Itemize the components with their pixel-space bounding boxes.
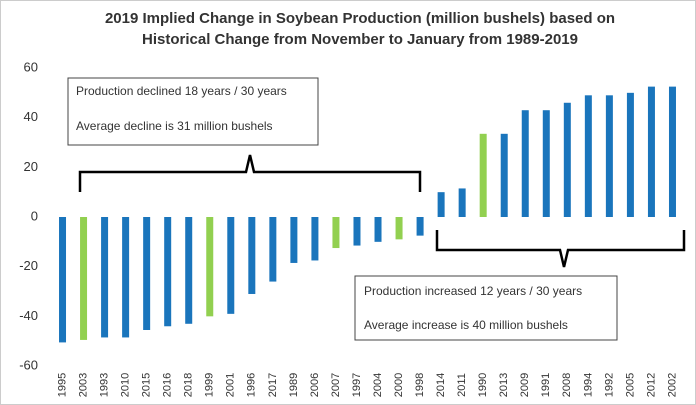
y-tick-label: 0 bbox=[31, 208, 38, 223]
x-tick-label: 2010 bbox=[120, 373, 132, 397]
bar bbox=[605, 95, 613, 217]
bar bbox=[101, 217, 109, 338]
x-tick-label: 1993 bbox=[98, 373, 110, 397]
x-tick-label: 2009 bbox=[519, 373, 531, 397]
x-tick-label: 1991 bbox=[540, 373, 552, 397]
bar bbox=[374, 217, 382, 242]
x-tick-label: 2003 bbox=[77, 373, 89, 397]
bar bbox=[353, 217, 361, 246]
x-tick-label: 2015 bbox=[141, 373, 153, 397]
x-tick-label: 1998 bbox=[414, 373, 426, 397]
annotation-box bbox=[67, 77, 319, 146]
annotation: Production increased 12 years / 30 years bbox=[364, 284, 582, 298]
y-tick-label: 40 bbox=[24, 109, 38, 124]
bar bbox=[584, 95, 592, 217]
bar bbox=[626, 92, 634, 217]
bar bbox=[59, 217, 67, 343]
x-tick-label: 1990 bbox=[477, 373, 489, 397]
x-tick-label: 2012 bbox=[645, 373, 657, 397]
y-tick-label: -60 bbox=[19, 357, 38, 372]
brace bbox=[435, 230, 686, 268]
bar bbox=[80, 217, 88, 340]
y-tick-label: -40 bbox=[19, 308, 38, 323]
x-tick-label: 2005 bbox=[624, 373, 636, 397]
bar bbox=[416, 217, 424, 236]
x-tick-label: 2004 bbox=[372, 373, 384, 397]
bar bbox=[521, 110, 529, 217]
annotation: Average decline is 31 million bushels bbox=[76, 119, 273, 133]
brace bbox=[78, 154, 422, 192]
bar bbox=[395, 217, 403, 240]
y-tick-label: 20 bbox=[24, 159, 38, 174]
x-tick-label: 1996 bbox=[246, 373, 258, 397]
bar bbox=[563, 102, 571, 217]
bar bbox=[227, 217, 235, 314]
x-tick-label: 1999 bbox=[204, 373, 216, 397]
y-tick-label: -20 bbox=[19, 258, 38, 273]
bar bbox=[647, 86, 655, 217]
chart-title: Historical Change from November to Janua… bbox=[142, 31, 578, 48]
x-tick-label: 2008 bbox=[561, 373, 573, 397]
bar bbox=[542, 110, 550, 217]
x-tick-label: 2000 bbox=[393, 373, 405, 397]
x-tick-label: 2002 bbox=[666, 373, 678, 397]
x-tick-label: 2007 bbox=[330, 373, 342, 397]
x-tick-label: 2017 bbox=[267, 373, 279, 397]
bar bbox=[206, 217, 214, 317]
x-tick-label: 2016 bbox=[162, 373, 174, 397]
x-tick-label: 1989 bbox=[288, 373, 300, 397]
bar bbox=[248, 217, 256, 294]
bar bbox=[290, 217, 298, 263]
x-tick-label: 2001 bbox=[225, 373, 237, 397]
y-tick-label: 60 bbox=[24, 59, 38, 74]
bar bbox=[500, 133, 508, 217]
bar bbox=[332, 217, 340, 249]
x-tick-label: 2013 bbox=[498, 373, 510, 397]
annotation: Production declined 18 years / 30 years bbox=[76, 84, 287, 98]
x-tick-label: 1992 bbox=[603, 373, 615, 397]
bar bbox=[164, 217, 172, 327]
bar bbox=[185, 217, 193, 324]
x-tick-label: 1997 bbox=[351, 373, 363, 397]
annotation: Average increase is 40 million bushels bbox=[364, 318, 568, 332]
bar bbox=[143, 217, 151, 330]
x-tick-label: 2006 bbox=[309, 373, 321, 397]
bar bbox=[311, 217, 319, 261]
bar bbox=[668, 86, 676, 217]
x-tick-label: 1995 bbox=[56, 373, 68, 397]
x-tick-label: 2018 bbox=[183, 373, 195, 397]
x-tick-label: 1994 bbox=[582, 373, 594, 397]
x-tick-label: 2011 bbox=[456, 373, 468, 397]
bar bbox=[122, 217, 130, 338]
bar bbox=[458, 188, 466, 217]
bar bbox=[479, 133, 487, 217]
chart-title: 2019 Implied Change in Soybean Productio… bbox=[105, 10, 615, 27]
annotation-box bbox=[354, 275, 618, 341]
bar bbox=[269, 217, 277, 282]
bar bbox=[437, 192, 445, 217]
x-tick-label: 2014 bbox=[435, 373, 447, 397]
